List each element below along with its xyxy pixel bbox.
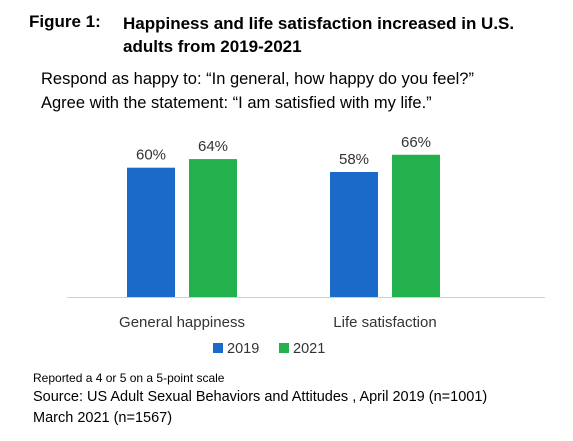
legend-swatch-2021: [279, 343, 289, 353]
figure-label: Figure 1:: [29, 12, 101, 31]
category-label-general-happiness: General happiness: [119, 314, 245, 331]
chart-subtitle-line-1: Respond as happy to: “In general, how ha…: [41, 70, 474, 88]
chart-subtitle-line-2: Agree with the statement: “I am satisfie…: [41, 94, 432, 112]
data-label-general-happiness-2021: 64%: [198, 138, 228, 155]
data-label-general-happiness-2019: 60%: [136, 147, 166, 164]
data-label-life-satisfaction-2021: 66%: [401, 134, 431, 151]
legend-label-2021: 2021: [293, 341, 325, 357]
source-line-1: Source: US Adult Sexual Behaviors and At…: [33, 389, 488, 405]
chart-title: Happiness and life satisfaction increase…: [123, 14, 515, 56]
category-label-life-satisfaction: Life satisfaction: [333, 314, 436, 331]
data-label-life-satisfaction-2019: 58%: [339, 151, 369, 168]
bar-life-satisfaction-2021: [392, 154, 440, 297]
legend-label-2019: 2019: [227, 341, 259, 357]
scale-note: Reported a 4 or 5 on a 5-point scale: [33, 371, 225, 385]
bar-life-satisfaction-2019: [330, 172, 378, 297]
legend-swatch-2019: [213, 343, 223, 353]
source-line-2: March 2021 (n=1567): [33, 410, 173, 426]
bar-general-happiness-2021: [189, 159, 237, 297]
bar-general-happiness-2019: [127, 167, 175, 297]
